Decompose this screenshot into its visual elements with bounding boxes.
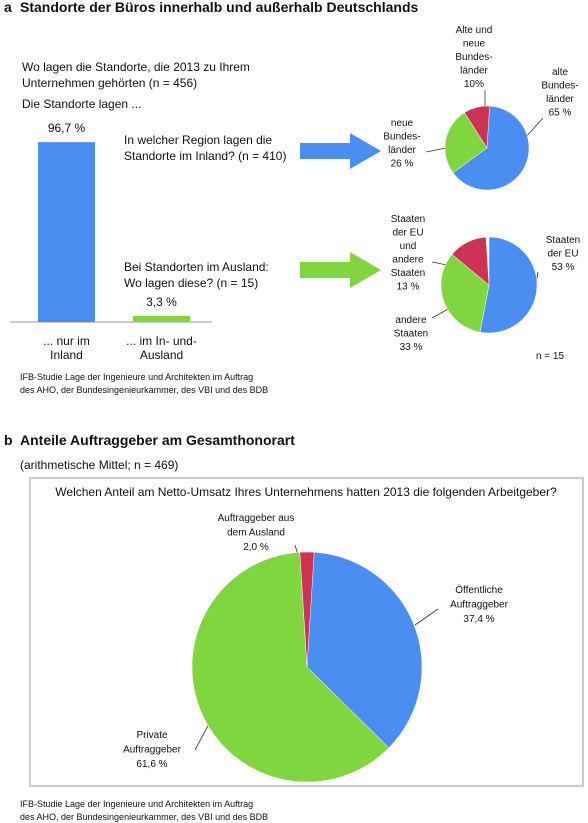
- source-note: IFB-Studie Lage der Ingenieure und Archi…: [20, 799, 268, 822]
- slice-label: Öffentliche Auftraggeber: [450, 584, 508, 611]
- value-label: 33 %: [400, 342, 423, 353]
- chart-title: Wo lagen die Standorte, die 2013 zu Ihre…: [22, 60, 250, 90]
- pie-slice: [479, 236, 538, 334]
- pie-slice: [451, 236, 490, 286]
- chart-subtitle: Die Standorte lagen ...: [22, 97, 141, 111]
- value-label: 13 %: [397, 281, 420, 292]
- pie-slice: [452, 105, 530, 191]
- value-label: 2,0 %: [243, 542, 269, 553]
- source-note: IFB-Studie Lage der Ingenieure und Archi…: [20, 372, 268, 395]
- slice-label: Alte und neue Bundes-länder: [455, 25, 492, 77]
- value-label: 61,6 %: [136, 759, 167, 770]
- chart-title: Bei Standorten im Ausland: Wo lagen diese…: [124, 260, 269, 290]
- section-label: b: [4, 432, 13, 448]
- note: n = 15: [536, 351, 565, 362]
- value-label: 26 %: [391, 158, 414, 169]
- value-label: 65 %: [549, 107, 572, 118]
- bar: [38, 142, 95, 322]
- slice-label: neue Bundes-länder: [383, 118, 420, 156]
- pie-slice: [440, 254, 490, 333]
- value-label: 3,3 %: [146, 295, 177, 309]
- pie-slice: [299, 551, 315, 668]
- slice-label: andere Staaten: [394, 315, 428, 340]
- slice-label: alte Bundes-länder: [541, 67, 578, 105]
- section-title: Anteile Auftraggeber am Gesamthonorart: [20, 432, 295, 448]
- pie-slice: [464, 105, 490, 149]
- section-subtitle: (arithmetische Mittel; n = 469): [20, 458, 178, 472]
- pie-slice: [444, 112, 488, 174]
- x-tick-label: ... nur im Inland: [43, 334, 90, 362]
- slice-label: Staaten der EU: [546, 235, 580, 260]
- arrow: [300, 252, 381, 288]
- chart-frame: [29, 477, 584, 787]
- section-title: Standorte der Büros innerhalb und außerh…: [20, 0, 418, 15]
- pie-slice: [306, 551, 423, 749]
- slice-label: Staaten der EU und andere Staaten: [391, 214, 425, 279]
- value-label: 96,7 %: [48, 121, 86, 135]
- bar: [133, 315, 190, 322]
- chart-title: In welcher Region lagen die Standorte im …: [124, 133, 286, 163]
- slice-label: Auftraggeber aus dem Ausland: [218, 513, 295, 539]
- arrow: [300, 133, 381, 169]
- value-label: 10%: [464, 79, 484, 90]
- x-tick-label: ... im In- und-Ausland: [126, 334, 197, 362]
- slice-label: Private Auftraggeber: [123, 730, 181, 756]
- pie-slice: [191, 551, 390, 783]
- value-label: 53 %: [552, 262, 575, 273]
- value-label: 37,4 %: [463, 614, 494, 625]
- chart-title: Welchen Anteil am Netto-Umsatz Ihres Unt…: [55, 485, 557, 499]
- section-label: a: [4, 0, 12, 15]
